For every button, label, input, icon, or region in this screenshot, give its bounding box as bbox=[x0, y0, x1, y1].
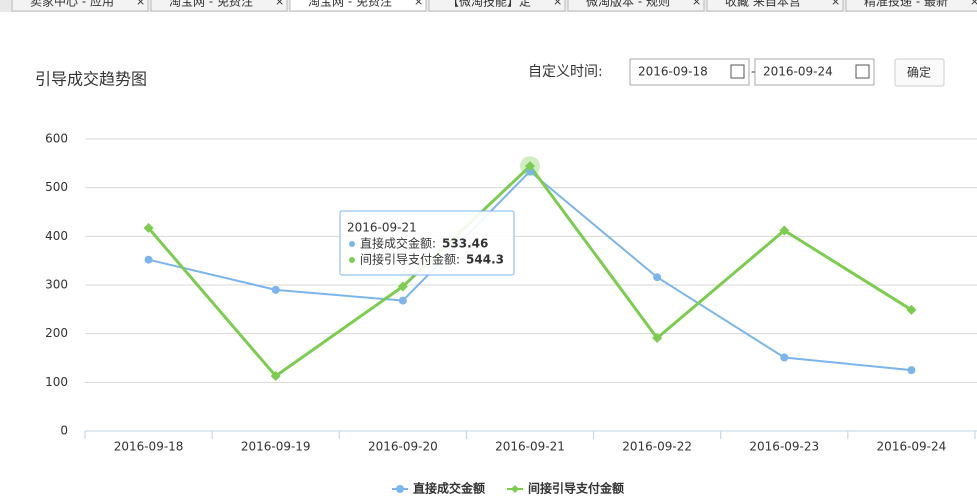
start-date-input[interactable] bbox=[629, 58, 750, 86]
point bbox=[907, 366, 916, 375]
legend-label[interactable]: 直接成交金额 bbox=[413, 481, 485, 496]
tab-title: 收藏 来自本宫 bbox=[725, 0, 801, 9]
tab-close[interactable]: × bbox=[414, 0, 423, 8]
point bbox=[144, 255, 153, 264]
browser-tab[interactable] bbox=[11, 0, 149, 12]
browser-tab[interactable] bbox=[150, 0, 288, 12]
tooltip-value: 533.46 bbox=[442, 237, 488, 251]
tab-close[interactable]: × bbox=[275, 0, 284, 8]
browser-tab[interactable] bbox=[289, 0, 427, 12]
point bbox=[652, 333, 663, 344]
point bbox=[780, 353, 789, 362]
y-tick-label: 400 bbox=[45, 229, 68, 243]
tooltip-value: 544.3 bbox=[466, 253, 504, 267]
y-tick-label: 600 bbox=[45, 132, 68, 146]
point bbox=[398, 296, 407, 305]
point bbox=[779, 225, 790, 236]
x-tick-label: 2016-09-22 bbox=[622, 440, 692, 454]
tab-title: 【微淘技能】定 bbox=[447, 0, 531, 9]
calendar-icon[interactable] bbox=[855, 64, 870, 79]
browser-tab[interactable] bbox=[845, 0, 977, 12]
x-tick-label: 2016-09-19 bbox=[241, 440, 311, 454]
tooltip-label: 直接成交金额: bbox=[360, 236, 436, 251]
tab-title: 淘宝网 - 免费注 bbox=[169, 0, 253, 9]
tab-close[interactable]: × bbox=[831, 0, 840, 8]
confirm-button-label: 确定 bbox=[907, 65, 931, 80]
tab-close[interactable]: × bbox=[136, 0, 145, 8]
x-tick-label: 2016-09-24 bbox=[877, 440, 947, 454]
y-tick-label: 0 bbox=[60, 424, 68, 438]
point bbox=[270, 371, 281, 382]
date-label: 自定义时间: bbox=[528, 64, 603, 80]
browser-tab[interactable] bbox=[428, 0, 566, 12]
tab-close[interactable]: × bbox=[553, 0, 562, 8]
x-tick-label: 2016-09-23 bbox=[749, 440, 819, 454]
end-date: 2016-09-24 bbox=[763, 65, 833, 79]
browser-tab[interactable] bbox=[567, 0, 705, 12]
x-tick-label: 2016-09-21 bbox=[495, 440, 565, 454]
confirm-button[interactable] bbox=[894, 58, 945, 87]
point bbox=[525, 161, 535, 172]
chart-title: 引导成交趋势图 bbox=[35, 70, 147, 89]
y-tick-label: 200 bbox=[45, 326, 68, 340]
date-separator: - bbox=[751, 65, 755, 79]
end-date-input[interactable] bbox=[754, 58, 875, 86]
tooltip-box bbox=[339, 210, 515, 276]
tab-title: 淘宝网 - 免费注 bbox=[308, 0, 392, 9]
tooltip-dot bbox=[349, 241, 355, 247]
point bbox=[143, 223, 154, 234]
legend-marker bbox=[511, 485, 520, 493]
legend-label[interactable]: 间接引导支付金额 bbox=[528, 481, 624, 496]
tab-close[interactable]: × bbox=[970, 0, 977, 8]
tab-title: 微淘版本 - 规则 bbox=[586, 0, 670, 9]
series-line bbox=[148, 170, 912, 372]
calendar-icon[interactable] bbox=[730, 64, 745, 79]
start-date: 2016-09-18 bbox=[638, 65, 708, 79]
x-tick-label: 2016-09-20 bbox=[368, 440, 438, 454]
series-line bbox=[147, 163, 913, 379]
point bbox=[271, 285, 280, 294]
tab-title: 卖家中心 - 应用 bbox=[30, 0, 114, 9]
point bbox=[906, 304, 917, 315]
point bbox=[653, 273, 662, 282]
tooltip-dot bbox=[349, 257, 355, 263]
legend-marker bbox=[396, 485, 404, 493]
browser-tab[interactable] bbox=[706, 0, 844, 12]
tooltip-label: 间接引导支付金额: bbox=[360, 252, 460, 267]
tab-close[interactable]: × bbox=[692, 0, 701, 8]
point bbox=[526, 167, 534, 176]
point bbox=[397, 281, 408, 292]
y-tick-label: 300 bbox=[45, 278, 68, 292]
y-tick-label: 100 bbox=[45, 375, 68, 389]
tab-title: 精准投递 - 最新 bbox=[864, 0, 948, 9]
x-tick-label: 2016-09-18 bbox=[114, 440, 184, 454]
tooltip-title: 2016-09-21 bbox=[347, 221, 417, 235]
y-tick-label: 500 bbox=[45, 180, 68, 194]
